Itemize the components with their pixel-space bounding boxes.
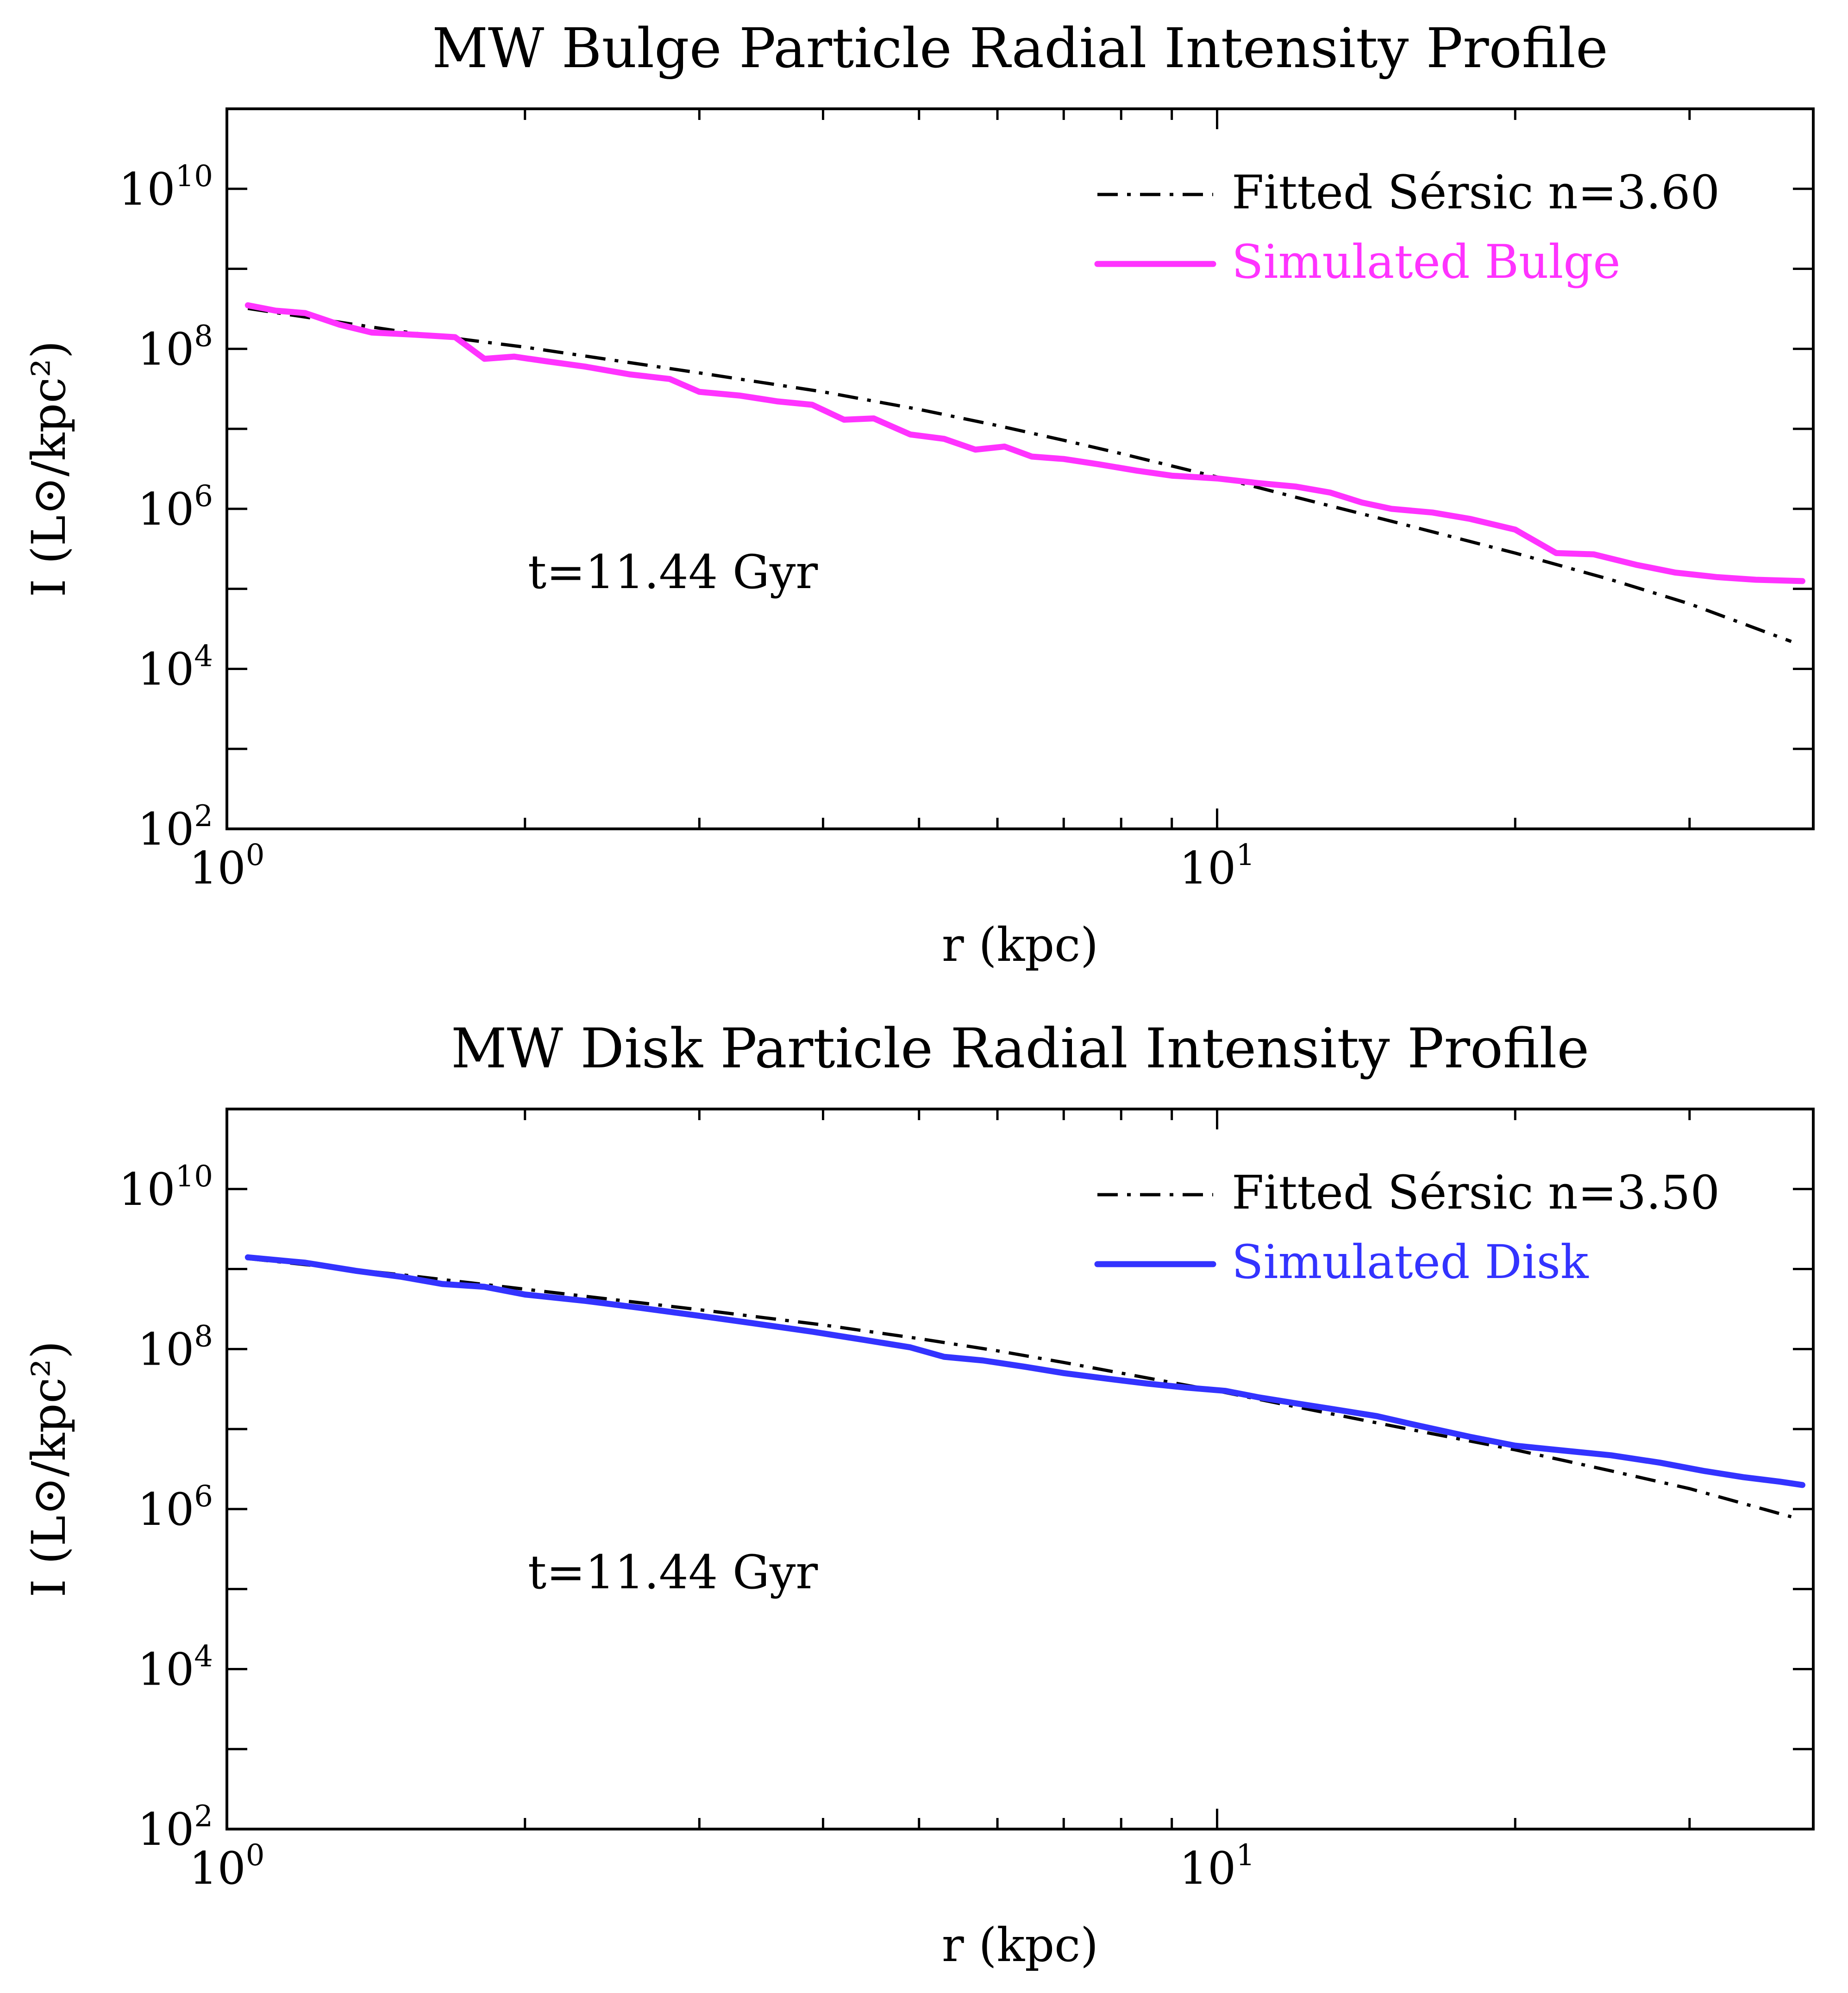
- x-axis-label: r (kpc): [942, 1918, 1098, 1972]
- y-tick-base: 10: [138, 1643, 194, 1695]
- y-tick-base: 10: [119, 163, 175, 215]
- chart-title: MW Bulge Particle Radial Intensity Profi…: [432, 16, 1608, 80]
- y-axis-label: I (L⊙/kpc²): [22, 1341, 76, 1598]
- legend-label-simulated: Simulated Bulge: [1232, 235, 1621, 289]
- legend-label-fitted: Fitted Sérsic n=3.60: [1232, 165, 1720, 219]
- y-tick-exponent: 2: [194, 1799, 213, 1834]
- y-tick-exponent: 10: [175, 1159, 213, 1194]
- x-tick-exponent: 0: [246, 1838, 265, 1873]
- y-tick-label: 106: [138, 479, 213, 535]
- x-tick-label: 101: [1179, 1838, 1255, 1894]
- y-tick-exponent: 4: [194, 639, 213, 673]
- y-tick-label: 102: [138, 799, 213, 855]
- y-tick-label: 108: [138, 319, 213, 375]
- y-tick-label: 106: [138, 1479, 213, 1535]
- bulge-profile-chart: MW Bulge Particle Radial Intensity Profi…: [22, 16, 1815, 972]
- y-tick-label: 104: [138, 639, 213, 695]
- fitted-sersic-line: [247, 307, 1792, 643]
- fitted-sersic-line: [247, 1257, 1792, 1518]
- legend-label-simulated: Simulated Disk: [1232, 1235, 1589, 1289]
- x-tick-label: 100: [189, 1838, 265, 1894]
- y-tick-exponent: 2: [194, 799, 213, 834]
- y-tick-base: 10: [138, 323, 194, 375]
- simulated-profile-line: [244, 1254, 1805, 1488]
- y-tick-base: 10: [138, 803, 194, 855]
- y-tick-base: 10: [138, 1484, 194, 1535]
- plot-frame: [226, 1108, 1815, 1830]
- time-annotation: t=11.44 Gyr: [528, 1545, 818, 1599]
- y-tick-label: 1010: [119, 1159, 213, 1216]
- time-annotation: t=11.44 Gyr: [528, 545, 818, 599]
- y-tick-base: 10: [138, 483, 194, 535]
- x-tick-label: 100: [189, 838, 265, 894]
- x-tick-label: 101: [1179, 838, 1255, 894]
- legend-label-fitted: Fitted Sérsic n=3.50: [1232, 1166, 1720, 1220]
- y-tick-label: 102: [138, 1799, 213, 1855]
- y-axis-label: I (L⊙/kpc²): [22, 341, 76, 597]
- y-tick-exponent: 8: [194, 319, 213, 353]
- x-tick-base: 10: [189, 842, 246, 894]
- y-tick-exponent: 6: [194, 479, 213, 514]
- x-tick-base: 10: [1179, 842, 1236, 894]
- y-tick-base: 10: [119, 1164, 175, 1216]
- disk-profile-chart: MW Disk Particle Radial Intensity Profil…: [22, 1016, 1815, 1972]
- x-tick-exponent: 0: [246, 838, 265, 872]
- simulated-profile-line: [244, 302, 1805, 584]
- y-tick-base: 10: [138, 1323, 194, 1375]
- y-tick-exponent: 10: [175, 159, 213, 194]
- y-tick-label: 1010: [119, 159, 213, 215]
- y-tick-exponent: 6: [194, 1479, 213, 1514]
- y-tick-base: 10: [138, 1804, 194, 1855]
- x-tick-base: 10: [189, 1843, 246, 1894]
- y-tick-exponent: 4: [194, 1639, 213, 1673]
- chart-title: MW Disk Particle Radial Intensity Profil…: [451, 1016, 1589, 1080]
- y-tick-label: 108: [138, 1319, 213, 1375]
- plot-frame: [226, 107, 1815, 830]
- x-tick-base: 10: [1179, 1843, 1236, 1894]
- y-tick-base: 10: [138, 643, 194, 695]
- x-axis-label: r (kpc): [942, 918, 1098, 972]
- y-tick-label: 104: [138, 1639, 213, 1695]
- y-tick-exponent: 8: [194, 1319, 213, 1354]
- x-tick-exponent: 1: [1236, 1838, 1255, 1873]
- x-tick-exponent: 1: [1236, 838, 1255, 872]
